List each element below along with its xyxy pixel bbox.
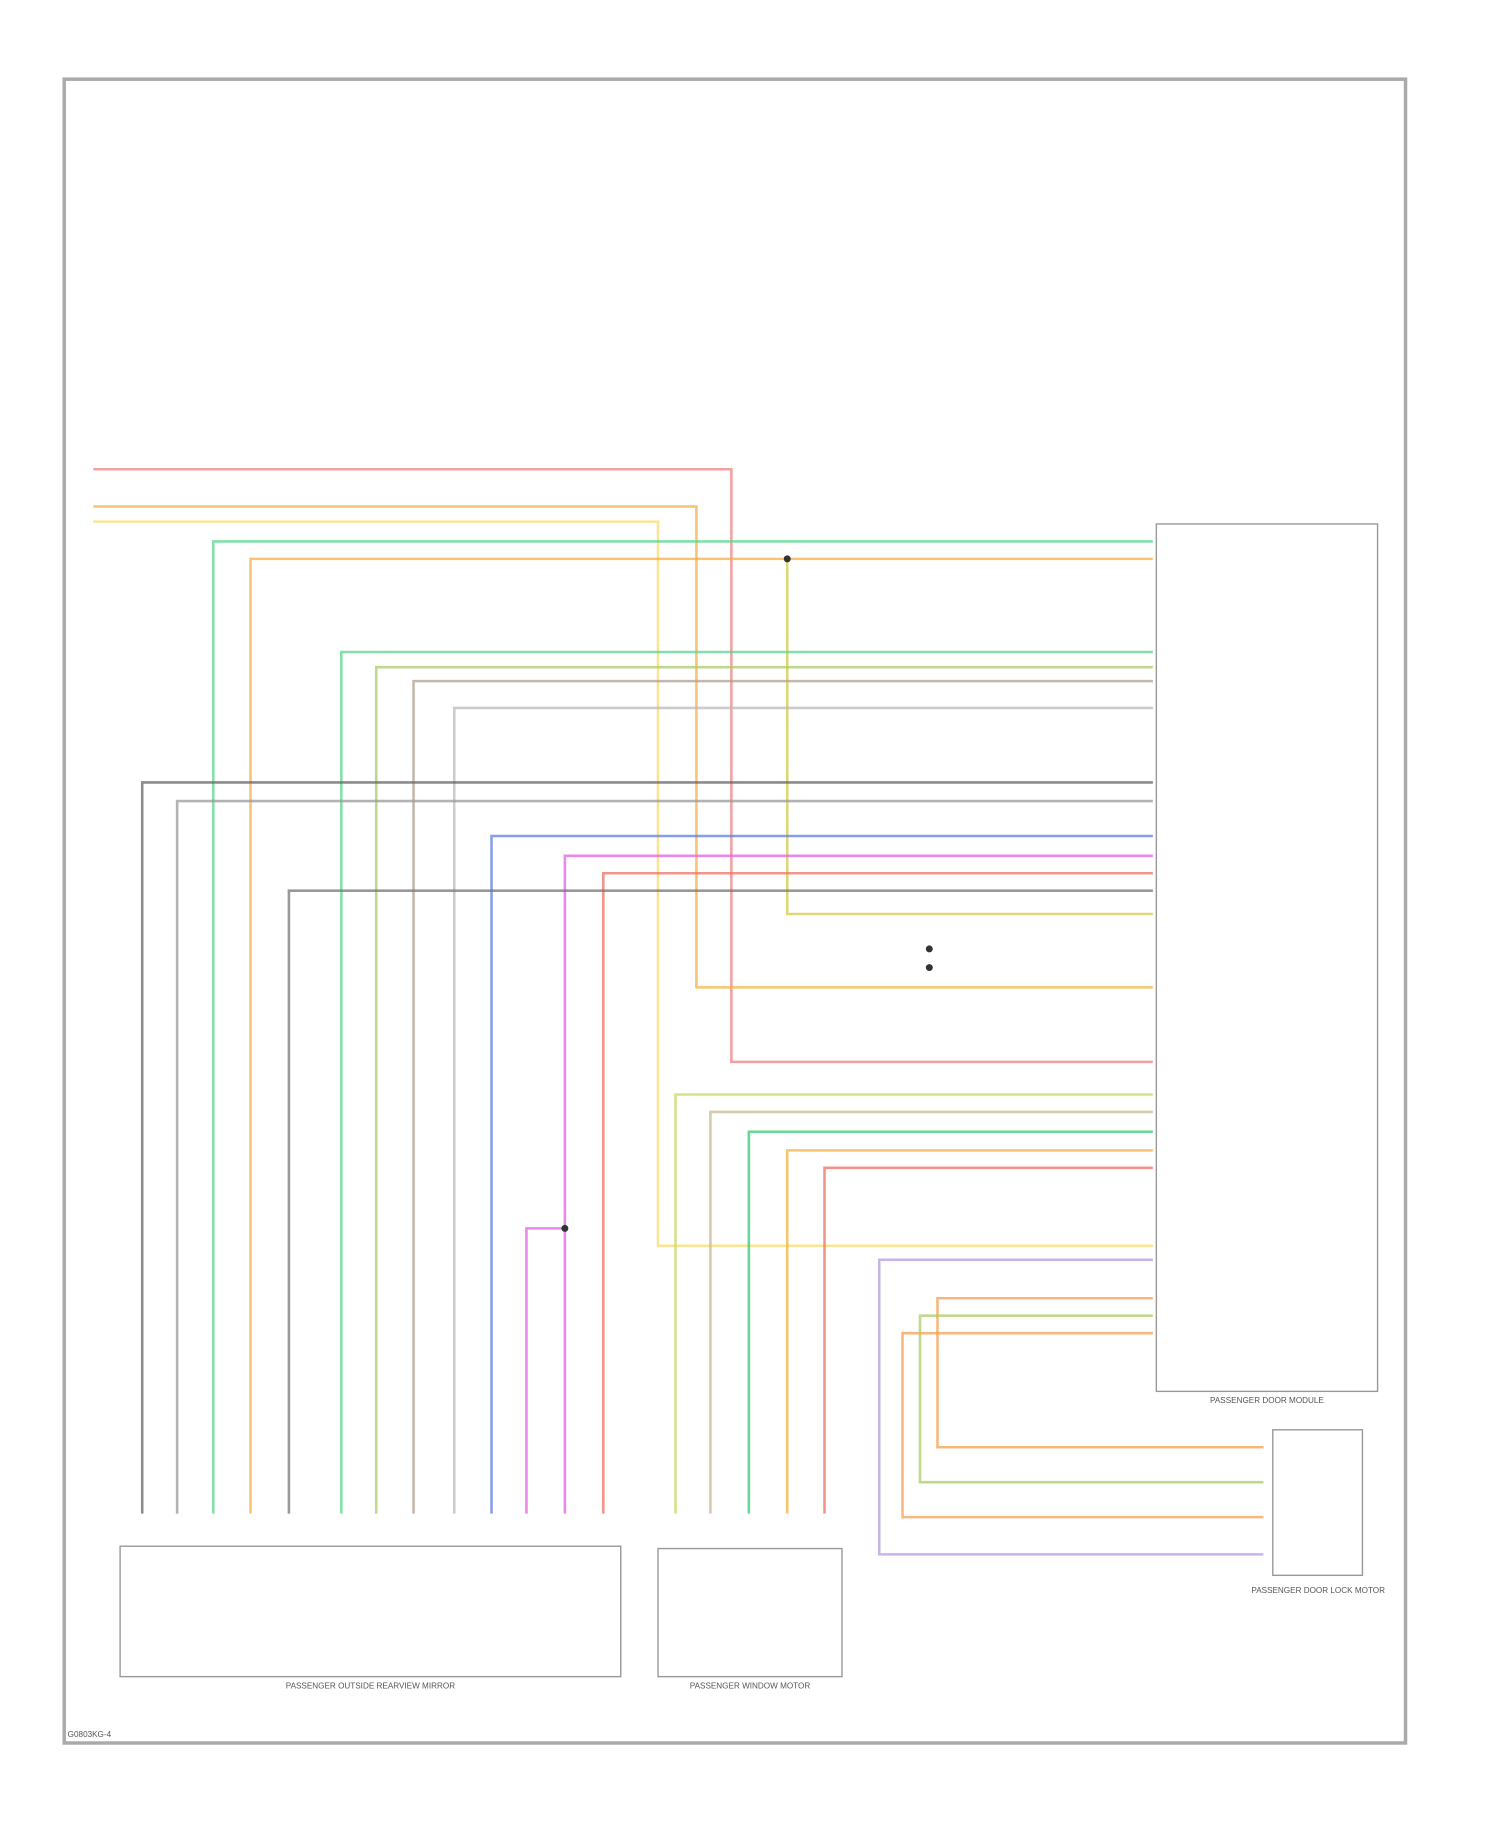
splices bbox=[561, 555, 933, 1232]
module-label: PASSENGER DOOR LOCK MOTOR bbox=[1251, 1586, 1385, 1595]
module-label: PASSENGER OUTSIDE REARVIEW MIRROR bbox=[286, 1681, 455, 1690]
frame bbox=[62, 77, 1408, 1745]
window-motor-box bbox=[657, 1547, 843, 1678]
wires bbox=[93, 467, 1264, 1556]
mirror-connector-box bbox=[119, 1545, 622, 1678]
footer-code: G0803KG-4 bbox=[68, 1730, 112, 1739]
module-label: PASSENGER WINDOW MOTOR bbox=[690, 1681, 811, 1690]
door-module-box bbox=[1155, 523, 1379, 1393]
lock-motor-box bbox=[1272, 1429, 1364, 1577]
module-label: PASSENGER DOOR MODULE bbox=[1210, 1396, 1324, 1405]
